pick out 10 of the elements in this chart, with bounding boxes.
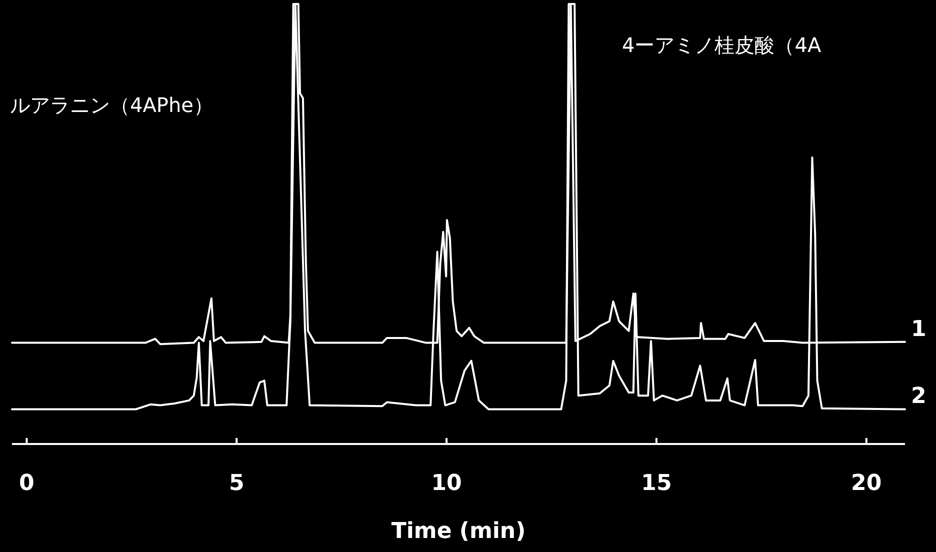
x-tick-label: 20 — [851, 471, 882, 496]
x-axis-title: Time (min) — [391, 519, 526, 544]
x-tick-label: 15 — [641, 471, 672, 496]
x-tick-label: 5 — [228, 471, 244, 496]
series-label: 1 — [911, 316, 926, 342]
x-tick-label: 10 — [431, 471, 462, 496]
x-tick-label: 0 — [19, 471, 34, 496]
annotation: 4ーアミノ桂皮酸（4A — [622, 33, 822, 57]
annotation: ルアラニン（4APhe） — [10, 93, 214, 117]
series-label: 2 — [911, 384, 926, 410]
